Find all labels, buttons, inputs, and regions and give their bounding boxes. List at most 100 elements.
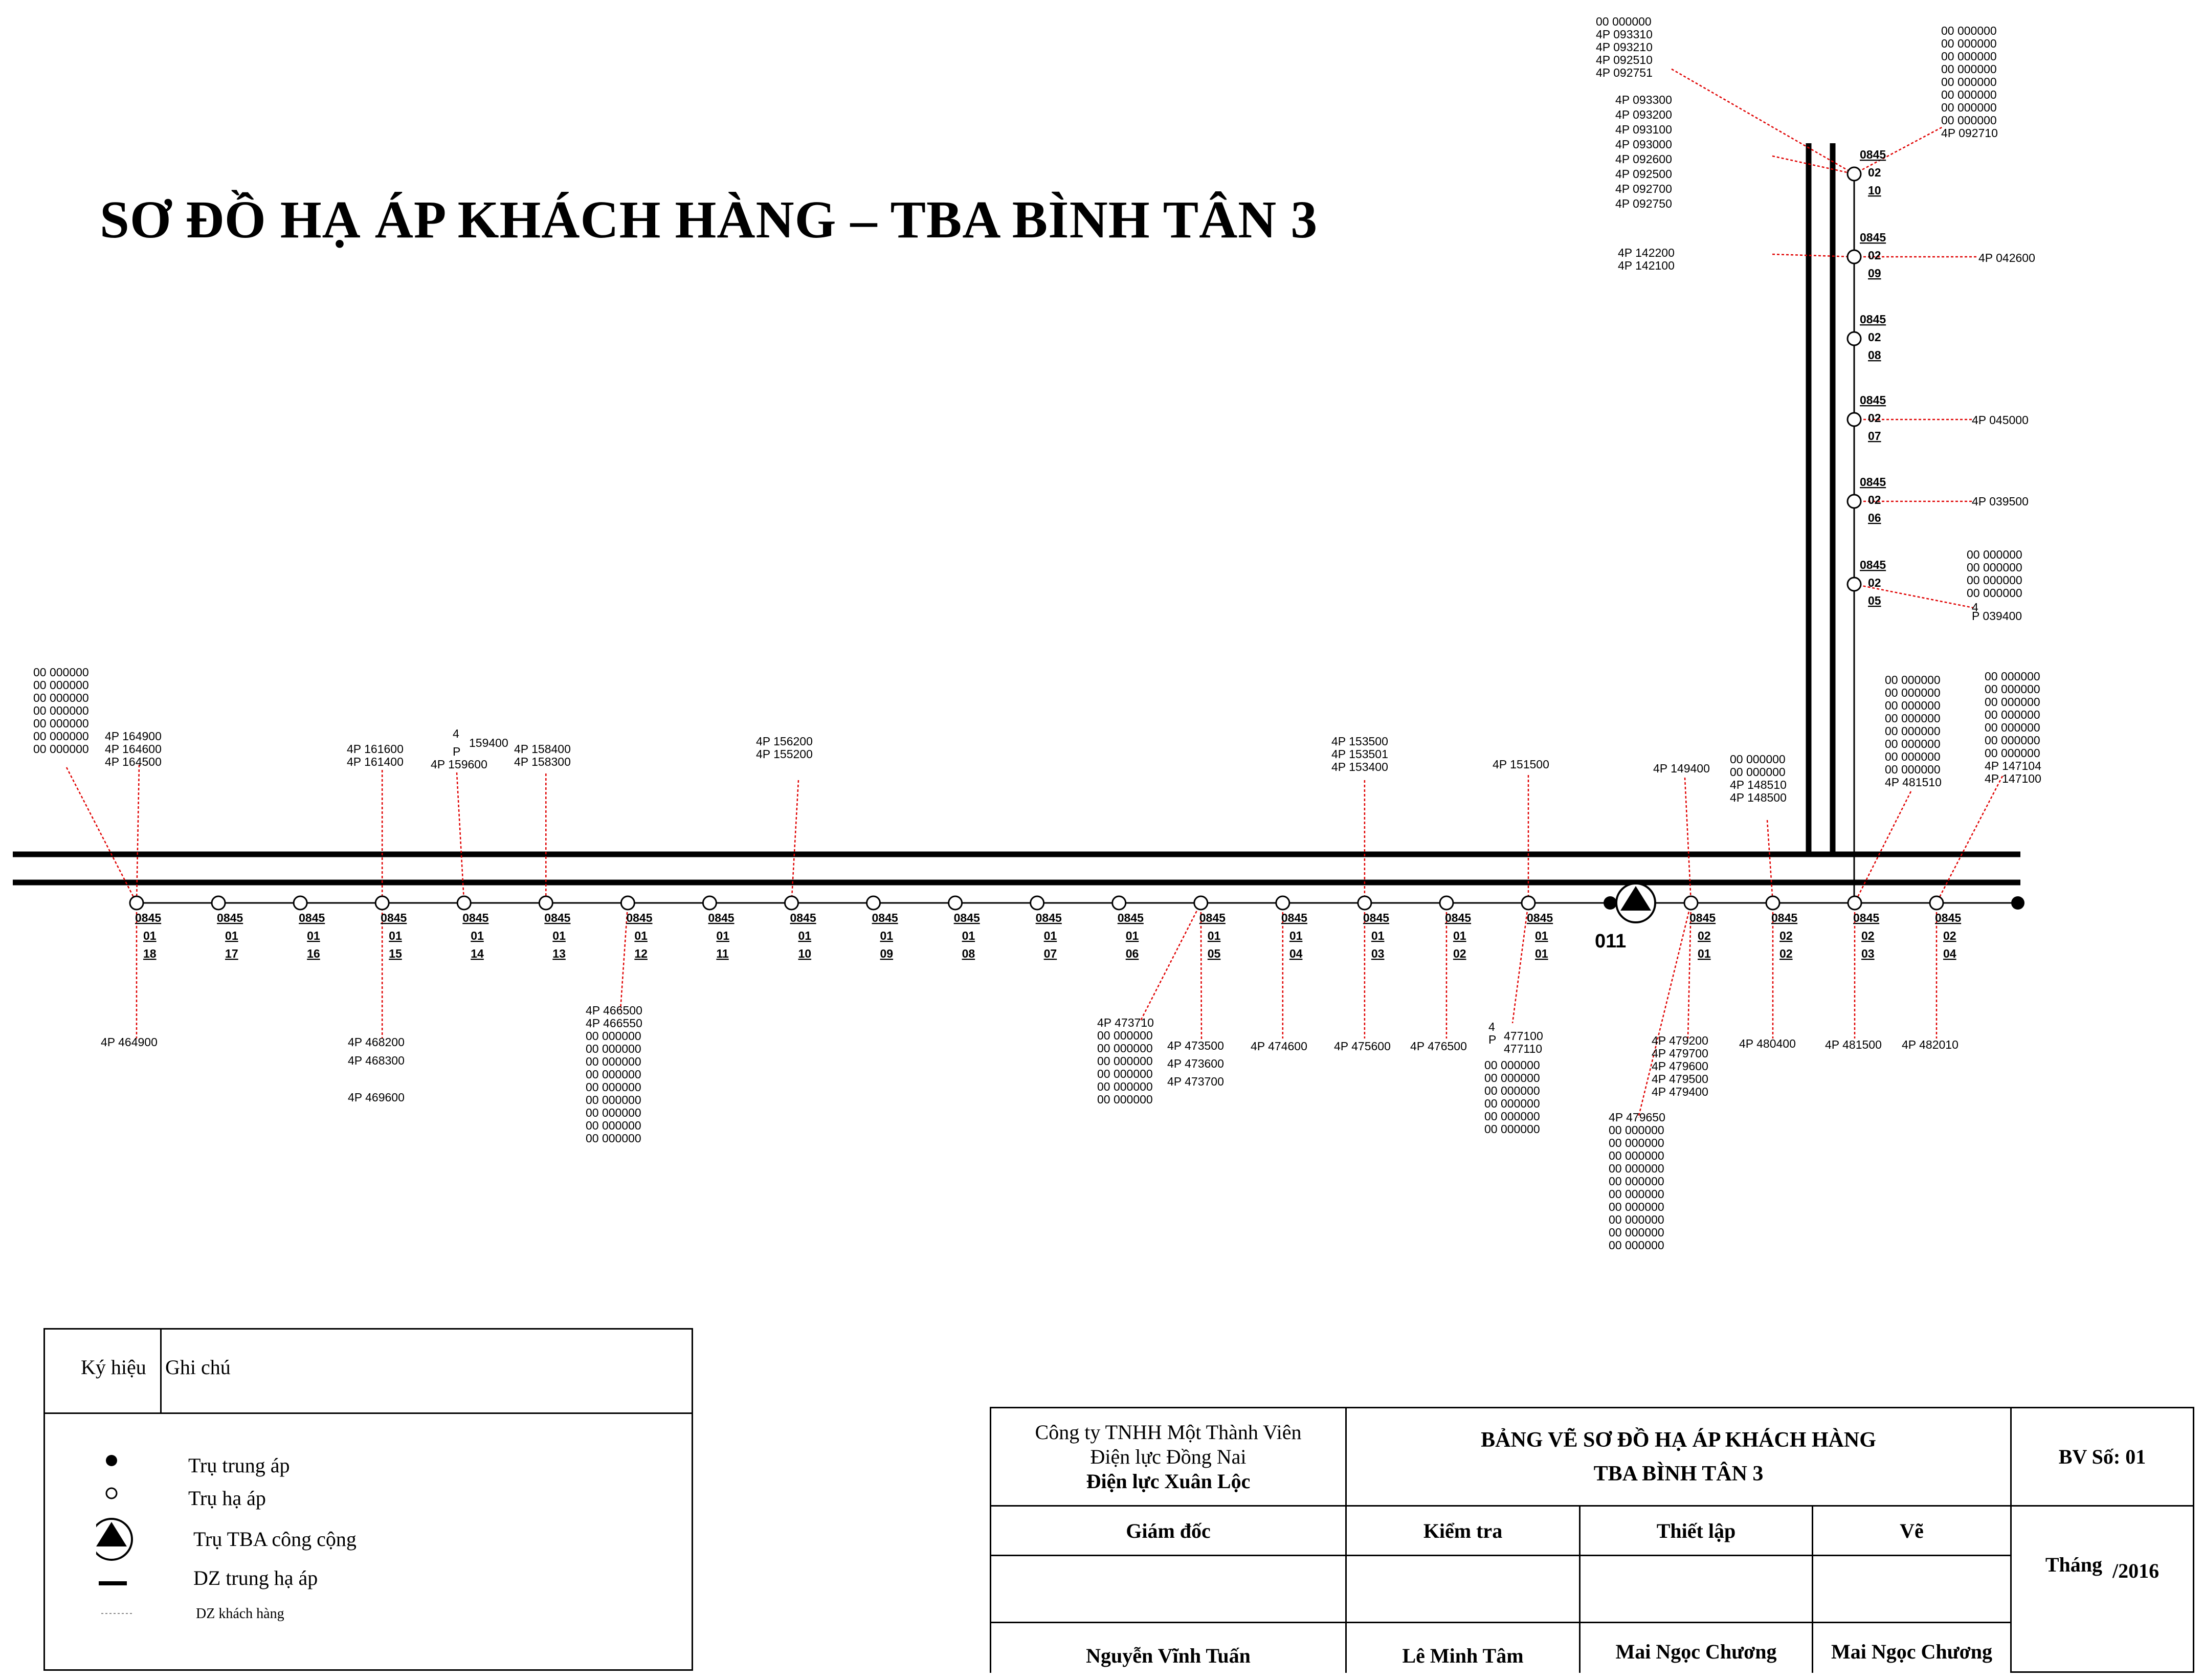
customer-code: 00 000000 — [1730, 765, 1786, 779]
customer-code: 4P 479500 — [1652, 1072, 1708, 1086]
customer-code: 00 000000 — [1941, 101, 1997, 114]
customer-code: 4P 039500 — [1972, 495, 2029, 508]
customer-line — [1687, 902, 1692, 1039]
customer-line — [1766, 820, 1774, 903]
lv-pole-icon — [784, 895, 799, 911]
customer-code: 00 000000 — [586, 1132, 641, 1145]
customer-code: 4P 149400 — [1653, 762, 1710, 775]
lv-pole-icon — [1846, 412, 1862, 427]
pole-label: 02 — [1943, 929, 1956, 942]
company-unit: Điện lực Xuân Lộc — [1086, 1469, 1251, 1493]
customer-code: 4P 164500 — [105, 755, 162, 768]
legend-header-note: Ghi chú — [165, 1356, 231, 1379]
customer-code: 4P 045000 — [1972, 413, 2029, 427]
customer-code: P 039400 — [1972, 609, 2022, 623]
pole-label: 0845 — [1363, 911, 1389, 924]
customer-code: 00 000000 — [33, 704, 89, 717]
lv-pole-icon — [105, 1487, 118, 1499]
customer-code: 00 000000 — [1097, 1029, 1153, 1042]
lv-pole-icon — [866, 895, 881, 911]
drawing-title: BẢNG VẼ SƠ ĐỒ HẠ ÁP KHÁCH HÀNG — [1481, 1428, 1876, 1452]
customer-line — [1140, 902, 1201, 1021]
pole-label: 01 — [1208, 929, 1221, 942]
pole-label: 04 — [1289, 947, 1303, 960]
company-name: Điện lực Đồng Nai — [1090, 1445, 1247, 1468]
customer-code: P — [453, 745, 460, 758]
signer-name: Mai Ngọc Chương — [1615, 1640, 1777, 1663]
pole-label: 09 — [1868, 267, 1881, 280]
customer-code: 4P 481510 — [1885, 776, 1942, 789]
pole-label: 16 — [307, 947, 320, 960]
customer-code: 4P 156200 — [756, 735, 813, 748]
pole-label: 01 — [962, 929, 975, 942]
lv-pole-icon — [1846, 331, 1862, 346]
legend-divider — [45, 1412, 692, 1414]
lv-pole-icon — [1765, 895, 1781, 911]
pole-label: 0845 — [1281, 911, 1307, 924]
customer-code: 4P 468300 — [348, 1054, 405, 1067]
customer-code: 00 000000 — [1097, 1054, 1153, 1068]
lv-pole-icon — [538, 895, 553, 911]
customer-code: 00 000000 — [1609, 1239, 1664, 1252]
customer-code: 4P 161600 — [347, 742, 404, 756]
pole-label: 02 — [1453, 947, 1466, 960]
customer-code: 4P 151500 — [1493, 758, 1549, 771]
customer-code: 00 000000 — [1885, 686, 1941, 699]
drawing-number-cell: BV Số: 01 — [2010, 1407, 2194, 1507]
customer-code: 00 000000 — [586, 1055, 641, 1068]
lv-pole-icon — [1521, 895, 1536, 911]
customer-code: 00 000000 — [1941, 37, 1997, 50]
substation-triangle — [96, 1522, 127, 1546]
pole-label: 0845 — [708, 911, 734, 924]
customer-code: 4P 093300 — [1615, 93, 1672, 106]
customer-code: 00 000000 — [1985, 734, 2040, 747]
pole-label: 0845 — [954, 911, 980, 924]
customer-code: 00 000000 — [586, 1080, 641, 1094]
customer-line — [619, 902, 629, 1011]
pole-label: 01 — [716, 929, 729, 942]
customer-code: 4P 479700 — [1652, 1047, 1708, 1060]
drawing-number: BV Số: 01 — [2058, 1445, 2146, 1468]
customer-line — [456, 772, 465, 903]
pole-label: 0845 — [1036, 911, 1062, 924]
customer-code: 4P 479650 — [1609, 1111, 1665, 1124]
customer-code: 4P 093210 — [1596, 40, 1653, 54]
customer-code: 4P 155200 — [756, 747, 813, 761]
legend-item: DZ khách hàng — [196, 1606, 284, 1622]
customer-code: 4P 092710 — [1941, 126, 1998, 140]
poles — [129, 166, 1944, 911]
customer-code: 4P 480400 — [1739, 1037, 1796, 1050]
customer-code: 00 000000 — [1484, 1084, 1540, 1097]
lv-pole-icon — [620, 895, 635, 911]
customer-line — [791, 780, 799, 903]
signer-name: Mai Ngọc Chương — [1831, 1640, 1993, 1663]
pole-label: 02 — [1779, 929, 1793, 942]
customer-code: 4P 147100 — [1985, 772, 2041, 785]
customer-code: 00 000000 — [586, 1029, 641, 1043]
lv-pole-icon — [129, 895, 144, 911]
pole-label: 02 — [1868, 330, 1881, 344]
pole-label: 01 — [1698, 947, 1711, 960]
customer-lines — [65, 68, 2004, 1118]
customer-code: 00 000000 — [1097, 1080, 1153, 1093]
legend-item: Trụ TBA công cộng — [193, 1528, 357, 1551]
name-cell: Mai Ngọc Chương — [1812, 1555, 2012, 1673]
pole-label: 02 — [1868, 493, 1881, 506]
pole-label: 02 — [1868, 249, 1881, 262]
company-cell: Công ty TNHH Một Thành Viên Điện lực Đồn… — [990, 1407, 1347, 1507]
pole-label: 05 — [1868, 594, 1881, 607]
pole-label: 0845 — [1689, 911, 1716, 924]
pole-label: 0845 — [462, 911, 488, 924]
customer-code: 4P 093310 — [1596, 28, 1653, 41]
lv-pole-icon — [1357, 895, 1372, 911]
customer-code: 4P 148500 — [1730, 791, 1787, 804]
customer-code: 4P 475600 — [1334, 1040, 1391, 1053]
customer-code: 00 000000 — [1609, 1226, 1664, 1239]
customer-code: 00 000000 — [586, 1093, 641, 1107]
mv-pole-icon — [1604, 896, 1617, 910]
pole-label: 02 — [1698, 929, 1711, 942]
pole-label: 01 — [389, 929, 402, 942]
pole-label: 0845 — [1199, 911, 1226, 924]
pole-label: 01 — [1126, 929, 1139, 942]
customer-code: 4P 473710 — [1097, 1016, 1154, 1029]
